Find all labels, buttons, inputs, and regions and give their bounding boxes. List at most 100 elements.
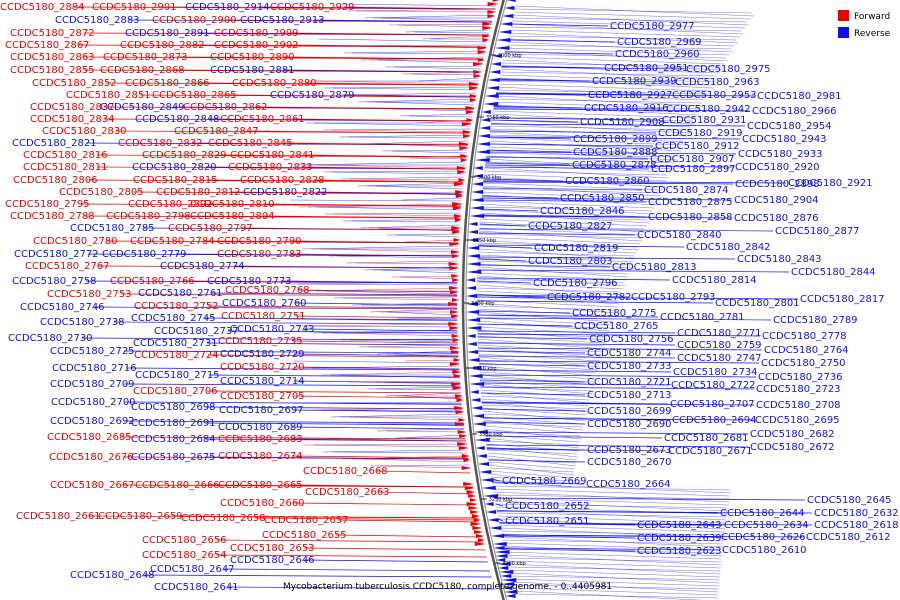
leader-line xyxy=(488,461,575,470)
leader-line xyxy=(485,162,571,166)
reverse-feature-arrow xyxy=(503,586,513,590)
gene-label: CCDC5180_2706 xyxy=(133,386,218,397)
gene-label: CCDC5180_2667 xyxy=(50,480,135,491)
leader-line xyxy=(485,440,579,446)
gene-label: CCDC5180_2747 xyxy=(677,353,762,364)
gene-label: CCDC5180_2673 xyxy=(587,445,672,456)
gene-label: CCDC5180_2767 xyxy=(25,261,110,272)
gene-label: CCDC5180_2914 xyxy=(185,2,270,13)
forward-feature-arrow xyxy=(457,170,467,174)
gene-label: CCDC5180_2623 xyxy=(637,546,722,557)
leader-line xyxy=(489,134,685,140)
leader-line xyxy=(315,80,478,85)
reverse-feature-arrow xyxy=(500,22,513,26)
leader-line xyxy=(492,488,730,497)
leader-line xyxy=(478,353,601,362)
leader-line xyxy=(254,517,479,521)
leader-line xyxy=(304,325,458,328)
forward-feature-arrow xyxy=(477,46,488,50)
gene-label: CCDC5180_2685 xyxy=(47,432,132,443)
leader-line xyxy=(356,10,495,13)
leader-line xyxy=(382,269,458,274)
gene-label: CCDC5180_2969 xyxy=(617,37,702,48)
leader-line xyxy=(375,185,463,190)
leader-line xyxy=(402,71,481,75)
gene-label: CCDC5180_2784 xyxy=(130,236,215,247)
gene-label: CCDC5180_2951 xyxy=(604,63,689,74)
leader-line xyxy=(479,227,644,236)
leader-line xyxy=(346,260,458,264)
reverse-feature-arrow xyxy=(470,198,484,202)
leader-line xyxy=(376,470,471,474)
leader-line xyxy=(283,69,481,73)
leader-line xyxy=(499,521,726,527)
forward-feature-arrow xyxy=(473,70,483,74)
reverse-feature-arrow xyxy=(496,38,511,42)
leader-line xyxy=(391,150,467,154)
leader-line xyxy=(256,106,474,110)
gene-label: CCDC5180_2829 xyxy=(142,150,227,161)
gene-label: CCDC5180_2797 xyxy=(168,223,253,234)
reverse-feature-arrow xyxy=(466,270,482,274)
reverse-feature-arrow xyxy=(494,550,510,554)
forward-feature-arrow xyxy=(458,418,466,422)
leader-line xyxy=(323,128,471,131)
gene-label: CCDC5180_2676 xyxy=(49,452,134,463)
leader-line xyxy=(482,187,643,191)
leader-line xyxy=(516,593,719,599)
forward-feature-arrow xyxy=(451,314,460,318)
feature-arrows xyxy=(448,0,518,598)
gene-label: CCDC5180_2746 xyxy=(20,302,105,313)
leader-line xyxy=(490,470,574,479)
gene-label: CCDC5180_2772 xyxy=(14,249,99,260)
forward-feature-arrow xyxy=(456,166,467,170)
reverse-feature-arrow xyxy=(490,534,504,538)
leader-line xyxy=(484,425,583,434)
leader-line xyxy=(385,65,482,68)
reverse-feature-arrow xyxy=(487,78,500,82)
leader-line xyxy=(499,74,715,83)
gene-label: CCDC5180_2890 xyxy=(210,52,295,63)
gene-label: CCDC5180_2793 xyxy=(631,292,716,303)
leader-line xyxy=(227,586,495,590)
gene-label: CCDC5180_2643 xyxy=(637,520,722,531)
leader-line xyxy=(410,73,480,76)
legend: Forward Reverse xyxy=(838,10,891,39)
leader-line xyxy=(478,232,636,236)
leader-line xyxy=(480,206,652,212)
gene-label: CCDC5180_2834 xyxy=(30,114,115,125)
gene-label: CCDC5180_2806 xyxy=(13,175,98,186)
gene-label: CCDC5180_2805 xyxy=(59,187,144,198)
leader-line xyxy=(263,203,461,207)
reverse-feature-arrow xyxy=(480,478,494,482)
leader-line xyxy=(334,296,458,299)
leader-line xyxy=(328,254,458,257)
reverse-feature-arrow xyxy=(502,582,515,586)
reverse-feature-arrow xyxy=(494,46,510,50)
gene-label: CCDC5180_2657 xyxy=(264,515,349,526)
leader-line xyxy=(478,242,638,248)
gene-label: CCDC5180_2671 xyxy=(668,446,753,457)
gene-label: CCDC5180_2849 xyxy=(100,102,185,113)
leader-line xyxy=(504,53,727,59)
gene-label: CCDC5180_2909 xyxy=(214,28,299,39)
leader-line xyxy=(515,8,753,14)
leader-line xyxy=(331,332,458,337)
forward-feature-arrow xyxy=(465,110,475,114)
forward-feature-arrow xyxy=(469,98,477,102)
leader-line xyxy=(408,115,472,118)
leader-line xyxy=(417,119,472,124)
leader-line xyxy=(478,362,598,371)
leader-line xyxy=(381,17,493,22)
leader-line xyxy=(487,146,679,155)
leader-line xyxy=(481,404,587,410)
forward-feature-arrow xyxy=(448,262,460,266)
forward-feature-arrow xyxy=(487,14,496,18)
leader-line xyxy=(340,338,458,341)
gene-label: CCDC5180_2861 xyxy=(220,114,305,125)
leader-line xyxy=(511,575,720,581)
leader-line xyxy=(500,530,724,536)
leader-line xyxy=(330,413,463,418)
gene-label: CCDC5180_2683 xyxy=(218,434,303,445)
gene-label: CCDC5180_2863 xyxy=(10,52,95,63)
